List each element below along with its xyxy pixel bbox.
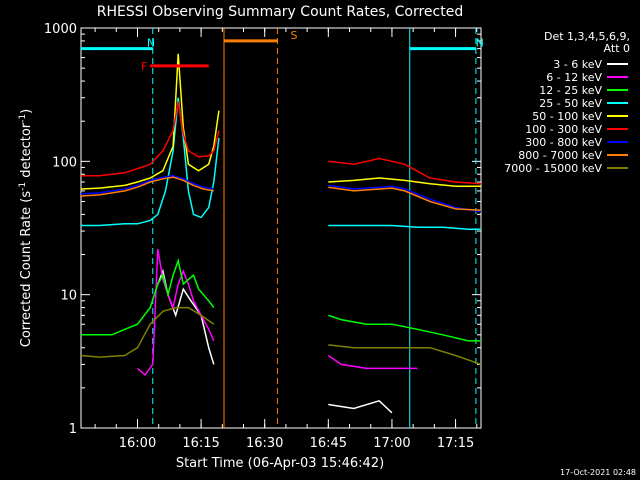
x-tick-label: 16:15 — [182, 436, 219, 451]
legend-entry-label: 25 - 50 keV — [539, 97, 602, 110]
plot-frame — [80, 27, 482, 429]
x-axis-ticks: 16:00 16:15 16:30 16:45 17:00 17:15 — [94, 28, 478, 451]
legend-entry-label: 100 - 300 keV — [525, 123, 602, 136]
annotation-bars: N NFS — [81, 29, 484, 73]
legend-entry-label: 800 - 7000 keV — [518, 149, 602, 162]
legend-entry-label: 12 - 25 keV — [539, 84, 602, 97]
annotation-label: S — [291, 29, 298, 42]
legend-entry-label: 7000 - 15000 keV — [504, 162, 602, 175]
y-axis-ticks: 1 10 100 1000 — [44, 22, 481, 437]
legend-entry-label: 50 - 100 keV — [532, 110, 602, 123]
annotation-label: N — [476, 37, 484, 50]
series-line — [80, 53, 481, 190]
series-line — [80, 176, 482, 211]
annotation-label: N — [147, 37, 155, 50]
annotation-label: F — [141, 60, 147, 73]
x-tick-label: 16:45 — [310, 436, 347, 451]
y-tick-label: 1000 — [44, 22, 77, 37]
series-line — [80, 174, 482, 213]
legend-entry-label: 6 - 12 keV — [546, 71, 602, 84]
y-axis-label-main: Corrected Count Rate (s — [19, 191, 34, 348]
legend-entry-label: 3 - 6 keV — [553, 58, 602, 71]
y-axis-label: Corrected Count Rate (s-1 detector-1) — [18, 109, 34, 347]
legend-entry-label: 300 - 800 keV — [525, 136, 602, 149]
legend-header-line1: Det 1,3,4,5,6,9, — [544, 30, 630, 43]
x-tick-label: 17:15 — [437, 436, 474, 451]
y-axis-label-mid: detector — [19, 122, 34, 182]
series-line — [81, 101, 482, 185]
series-line — [81, 97, 481, 230]
x-tick-label: 16:00 — [119, 436, 156, 451]
series-line — [80, 306, 482, 366]
chart-title: RHESSI Observing Summary Count Rates, Co… — [97, 4, 463, 20]
x-axis-label: Start Time (06-Apr-03 15:46:42) — [176, 456, 384, 471]
series-line — [137, 248, 418, 376]
legend-header-line2: Att 0 — [604, 42, 630, 55]
x-tick-label: 17:00 — [373, 436, 410, 451]
series-lines — [80, 53, 482, 414]
y-tick-label: 10 — [60, 289, 77, 304]
y-axis-label-end: ) — [19, 109, 34, 114]
y-tick-label: 100 — [52, 155, 77, 170]
series-line — [81, 257, 481, 342]
y-axis-label-sup2: -1 — [18, 114, 28, 123]
y-tick-label: 1 — [69, 422, 77, 437]
x-tick-label: 16:30 — [246, 436, 283, 451]
footer-timestamp: 17-Oct-2021 02:48 — [560, 468, 636, 477]
y-axis-label-sup1: -1 — [18, 182, 28, 191]
